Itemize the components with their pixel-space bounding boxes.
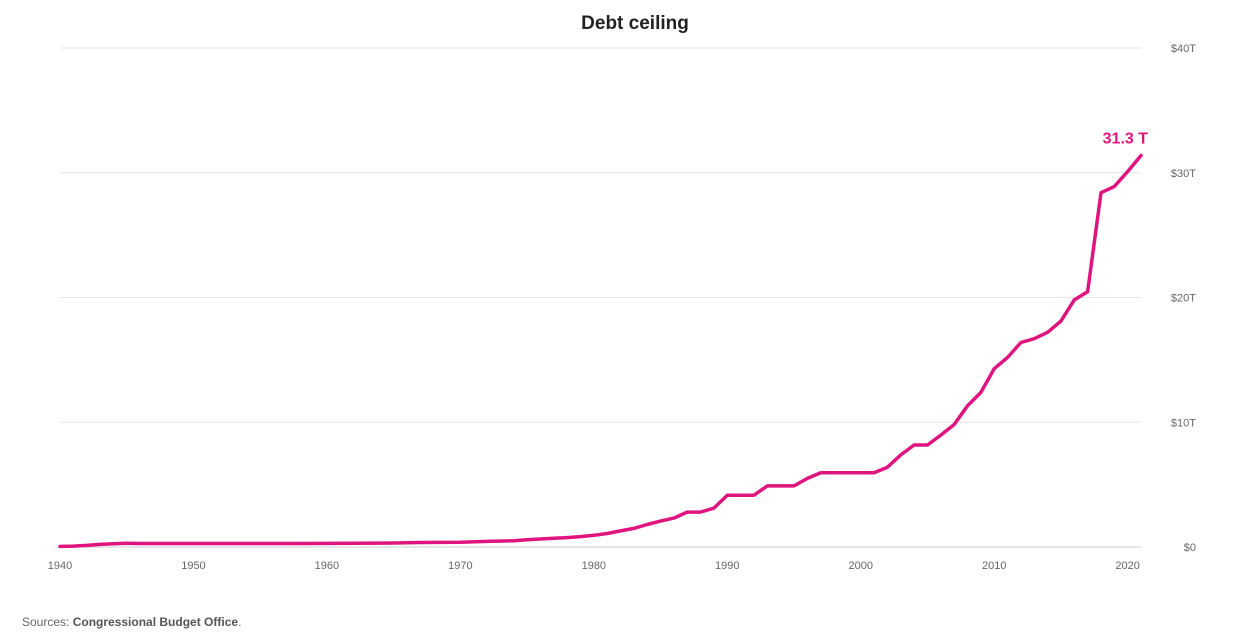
- x-tick-label: 1990: [715, 560, 739, 572]
- x-tick-label: 1970: [448, 560, 472, 572]
- x-axis-ticks: 1940 1950 1960 1970 1980 1990 2000 2010 2020: [48, 560, 1140, 572]
- x-tick-label: 1940: [48, 560, 72, 572]
- chart-title: Debt ceiling: [581, 13, 689, 34]
- x-tick-label: 1950: [181, 560, 205, 572]
- source-note: Sources: Congressional Budget Office.: [22, 615, 241, 629]
- y-tick-label: $40T: [1171, 43, 1196, 55]
- series-layer: 31.3 T: [58, 131, 1149, 549]
- source-name[interactable]: Congressional Budget Office: [72, 615, 239, 629]
- x-tick-label: 1960: [315, 560, 339, 572]
- source-prefix: Sources:: [22, 615, 70, 629]
- end-value-label: 31.3 T: [1103, 131, 1149, 148]
- gridlines: [60, 47, 1141, 548]
- source-suffix: .: [238, 615, 242, 629]
- y-tick-label: $10T: [1171, 417, 1196, 429]
- x-tick-label: 2010: [982, 560, 1006, 572]
- y-tick-label: $20T: [1171, 293, 1196, 305]
- y-axis-ticks: $0 $10T $20T $30T $40T: [1171, 43, 1196, 554]
- y-tick-label: $0: [1184, 542, 1196, 554]
- x-tick-label: 2020: [1115, 560, 1139, 572]
- series-line[interactable]: [58, 153, 1143, 549]
- x-tick-label: 1980: [582, 560, 606, 572]
- x-tick-label: 2000: [848, 560, 872, 572]
- y-tick-label: $30T: [1171, 168, 1196, 180]
